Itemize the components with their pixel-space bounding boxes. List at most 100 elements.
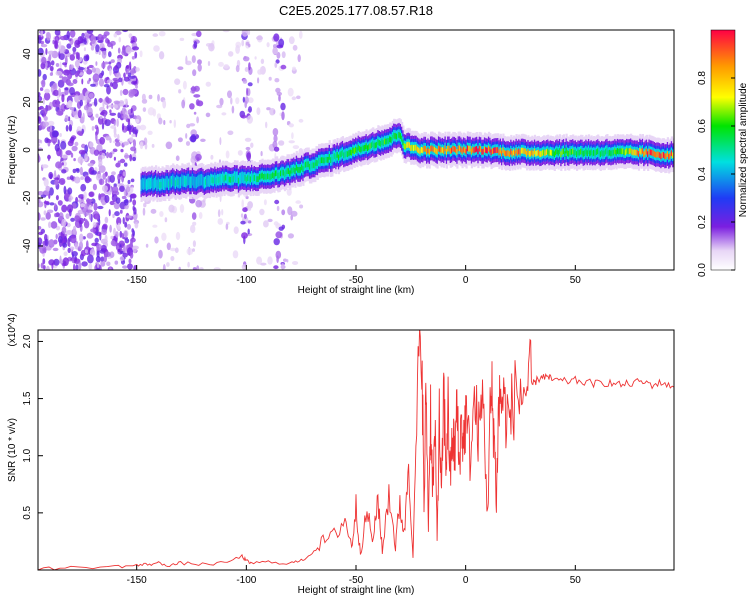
noise-speck	[117, 112, 121, 119]
noise-speck	[232, 250, 239, 259]
noise-speck	[61, 76, 69, 83]
ridge-cell	[145, 182, 148, 188]
noise-speck	[106, 98, 112, 104]
noise-speck	[162, 99, 167, 109]
noise-speck	[110, 59, 115, 63]
noise-speck	[129, 75, 136, 79]
noise-speck	[83, 55, 89, 62]
noise-speck	[208, 43, 215, 52]
noise-speck	[273, 265, 279, 270]
ridge-cell	[615, 149, 618, 156]
noise-speck	[98, 98, 104, 103]
ridge-cell	[201, 176, 204, 183]
ridge-cell	[281, 169, 284, 176]
noise-speck	[118, 77, 123, 83]
noise-speck	[90, 228, 97, 233]
heatmap-y-axis-label: Frequency (Hz)	[7, 116, 18, 185]
noise-speck	[119, 209, 123, 214]
noise-speck	[246, 115, 253, 124]
ridge-cell	[560, 151, 563, 158]
noise-speck	[108, 104, 115, 108]
noise-speck	[106, 105, 109, 109]
noise-speck	[89, 248, 96, 256]
ridge-cell	[353, 148, 356, 154]
noise-speck	[221, 209, 224, 216]
ridge-cell	[537, 149, 541, 156]
noise-speck	[41, 79, 46, 88]
noise-speck	[58, 212, 64, 221]
noise-speck	[113, 126, 117, 136]
noise-speck	[179, 37, 185, 42]
noise-speck	[74, 60, 80, 68]
noise-speck	[53, 89, 59, 97]
ridge-cell	[568, 150, 571, 157]
ridge-cell	[161, 180, 164, 186]
noise-speck	[267, 256, 273, 265]
noise-speck	[122, 141, 129, 146]
noise-speck	[65, 213, 70, 220]
ridge-cell	[269, 174, 272, 180]
noise-speck	[157, 94, 160, 102]
noise-speck	[79, 72, 84, 76]
ridge-cell	[661, 152, 664, 158]
ridge-cell	[482, 148, 485, 155]
ridge-cell	[203, 180, 206, 186]
noise-speck	[103, 113, 107, 118]
ridge-cell	[264, 173, 267, 180]
ridge-cell	[552, 150, 555, 156]
noise-speck	[130, 146, 137, 152]
ridge-cell	[301, 164, 304, 171]
ridge-cell	[356, 147, 359, 154]
noise-speck	[123, 245, 126, 254]
ridge-cell	[155, 179, 158, 185]
noise-speck	[49, 202, 55, 206]
ridge-cell	[616, 148, 619, 154]
ridge-cell	[164, 181, 167, 188]
ridge-cell	[516, 149, 519, 156]
ridge-cell	[239, 175, 242, 182]
ridge-cell	[348, 150, 351, 156]
noise-speck	[192, 267, 197, 270]
noise-speck	[49, 65, 54, 72]
noise-speck	[225, 223, 229, 230]
noise-speck	[241, 232, 248, 239]
ridge-cell	[607, 150, 610, 157]
noise-speck	[78, 65, 81, 75]
ridge-cell	[540, 151, 543, 157]
ridge-cell	[577, 149, 580, 156]
x-tick-label: 0	[463, 575, 469, 586]
ridge-cell	[493, 147, 496, 154]
ridge-cell	[291, 167, 294, 174]
noise-speck	[69, 65, 74, 70]
ridge-cell	[349, 149, 352, 156]
noise-speck	[59, 255, 62, 264]
ridge-cell	[576, 151, 579, 157]
noise-speck	[217, 209, 221, 218]
noise-speck	[67, 140, 74, 147]
noise-speck	[191, 55, 196, 63]
heatmap-marks	[38, 30, 674, 270]
noise-speck	[50, 85, 54, 93]
ridge-cell	[357, 144, 360, 151]
ridge-cell	[422, 147, 425, 154]
noise-speck	[80, 203, 85, 208]
ridge-cell	[210, 176, 213, 183]
ridge-cell	[472, 146, 475, 153]
noise-speck	[187, 261, 190, 268]
ridge-cell	[644, 149, 647, 156]
noise-speck	[95, 113, 99, 118]
ridge-cell	[195, 179, 198, 186]
ridge-cell	[401, 135, 404, 142]
noise-speck	[97, 40, 104, 44]
ridge-cell	[287, 168, 291, 174]
noise-speck	[272, 47, 279, 55]
noise-speck	[66, 43, 72, 49]
ridge-cell	[361, 145, 364, 152]
noise-speck	[75, 51, 79, 60]
noise-speck	[77, 156, 84, 164]
noise-speck	[292, 145, 300, 150]
ridge-cell	[487, 145, 491, 152]
ridge-cell	[535, 150, 538, 157]
noise-speck	[105, 178, 108, 185]
noise-speck	[108, 209, 111, 217]
